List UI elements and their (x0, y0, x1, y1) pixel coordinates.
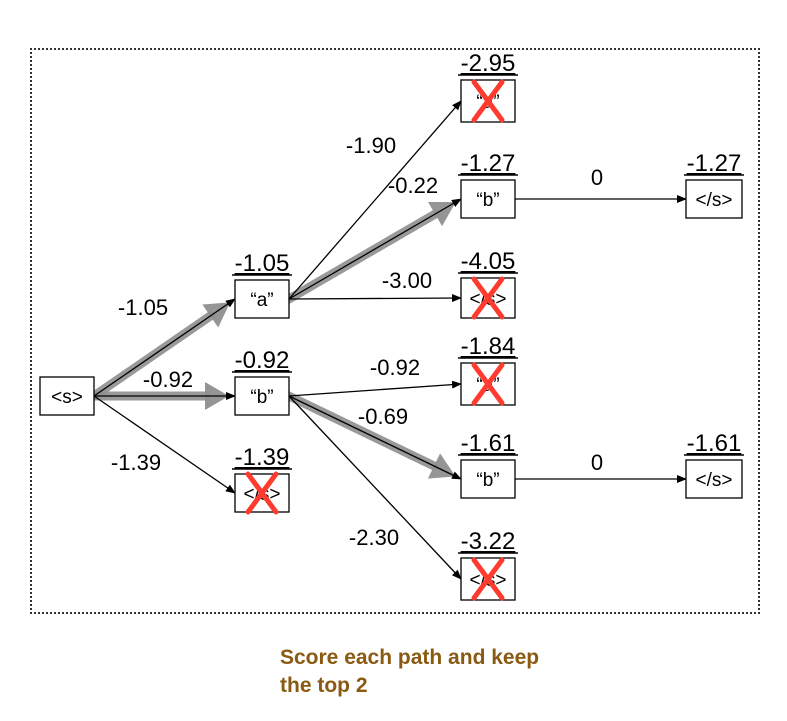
node-score: -0.92 (235, 347, 290, 374)
edge-score-label: -1.05 (118, 295, 168, 320)
node-token: <s> (51, 387, 83, 408)
edge-b1-be (288, 395, 462, 580)
pruned-x-icon (471, 276, 505, 320)
node-score: -1.27 (461, 150, 516, 177)
edge-a1-ae (288, 294, 462, 303)
edge-s0-a1 (93, 298, 236, 397)
node-aa: “a”-2.95 (458, 50, 518, 123)
node-score: -1.61 (461, 430, 516, 457)
pruned-x-icon (245, 471, 279, 515)
pruned-x-icon (471, 557, 505, 601)
node-score: -1.05 (235, 250, 290, 277)
edge-s0-e1 (93, 395, 236, 494)
node-token: “a” (250, 290, 273, 311)
node-score: -1.84 (461, 333, 516, 360)
caption-line-1: Score each path and keep (280, 646, 540, 669)
node-score: -2.95 (461, 50, 516, 77)
edge-a1-ab (288, 198, 462, 300)
edge-b1-bb (288, 395, 462, 480)
edge-score-label: -0.92 (370, 355, 420, 380)
edge-score-label: -2.30 (349, 525, 399, 550)
node-token: “b” (476, 470, 499, 491)
node-token: </s> (696, 470, 733, 491)
edge-b1-ba (288, 380, 462, 397)
node-ba: “a”-1.84 (458, 333, 518, 406)
edge-score-label: -3.00 (382, 268, 432, 293)
node-score: -1.61 (687, 430, 742, 457)
node-e1: </s>-1.39 (232, 444, 292, 515)
edge-score-label: 0 (591, 165, 603, 190)
node-token: </s> (696, 190, 733, 211)
node-bb: “b” -1.61 (458, 430, 518, 499)
edge-score-label: -1.39 (111, 450, 161, 475)
diagram-frame (30, 48, 760, 614)
pruned-x-icon (471, 79, 505, 123)
caption: Score each path and keep the top 2 (280, 644, 539, 701)
node-bbe: </s> -1.61 (684, 430, 744, 499)
edge-score-label: 0 (591, 450, 603, 475)
node-ab: “b” -1.27 (458, 150, 518, 219)
pruned-x-icon (471, 362, 505, 406)
caption-line-2: the top 2 (280, 674, 368, 698)
node-token: “b” (476, 190, 499, 211)
edge-score-label: -1.90 (346, 133, 396, 158)
node-score: -4.05 (461, 248, 516, 275)
node-score: -1.39 (235, 444, 290, 471)
node-b1: “b” -0.92 (232, 347, 292, 416)
node-be: </s>-3.22 (458, 528, 518, 601)
edge-score-label: -0.92 (143, 367, 193, 392)
node-abe: </s> -1.27 (684, 150, 744, 219)
edge-a1-aa (288, 100, 462, 300)
edge-score-label: -0.22 (388, 173, 438, 198)
node-ae: </s>-4.05 (458, 248, 518, 320)
node-score: -3.22 (461, 528, 516, 555)
node-s0: <s> (39, 376, 95, 416)
node-score: -1.27 (687, 150, 742, 177)
edge-score-label: -0.69 (358, 404, 408, 429)
node-a1: “a” -1.05 (232, 250, 292, 319)
node-token: “b” (250, 387, 273, 408)
